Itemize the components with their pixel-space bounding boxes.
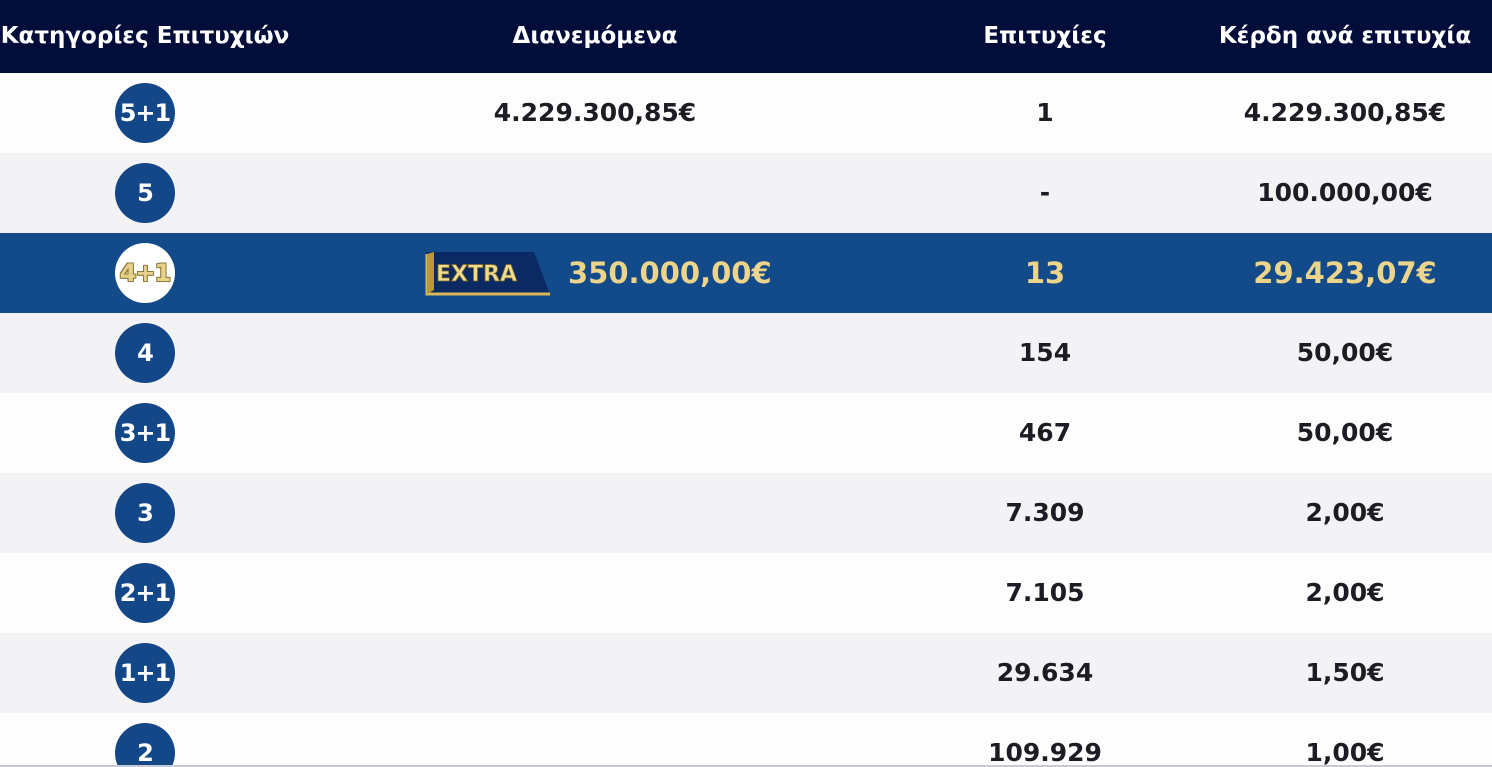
winners-count: 7.309 [1005, 498, 1085, 527]
prize-amount: 50,00€ [1296, 418, 1394, 447]
prize-amount: 2,00€ [1305, 578, 1385, 607]
winners-count: 1 [1036, 98, 1054, 127]
distributed-amount [445, 153, 745, 233]
category-badge: 2 [115, 723, 175, 767]
extra-logo: EXTRA [425, 252, 550, 296]
header-category: Κατηγορίες Επιτυχιών [0, 23, 290, 49]
prize-amount: 4.229.300,85€ [1243, 98, 1447, 127]
prize-amount: 2,00€ [1305, 498, 1385, 527]
table-row: 2+1 7.105 2,00€ [0, 553, 1492, 633]
distributed-amount [445, 553, 745, 633]
winners-count: 7.105 [1005, 578, 1085, 607]
header-distributed: Διανεμόμενα [512, 23, 678, 49]
table-row: 5+1 4.229.300,85€ 1 4.229.300,85€ [0, 73, 1492, 153]
distributed-amount [445, 473, 745, 553]
winners-count: 467 [1018, 418, 1072, 447]
winners-count: 29.634 [996, 658, 1094, 687]
category-badge: 3 [115, 483, 175, 543]
header-winners: Επιτυχίες [983, 23, 1107, 49]
category-badge: 1+1 [115, 643, 175, 703]
distributed-amount [445, 713, 745, 767]
winners-count: - [1039, 178, 1051, 207]
distributed-amount [445, 633, 745, 713]
distributed-amount: 4.229.300,85€ [493, 98, 697, 127]
table-header: Κατηγορίες Επιτυχιών Διανεμόμενα Επιτυχί… [0, 0, 1492, 73]
winners-count: 109.929 [988, 738, 1102, 767]
distributed-amount [445, 393, 745, 473]
distributed-amount [445, 313, 745, 393]
prize-amount: 1,50€ [1305, 658, 1385, 687]
table-row: 1+1 29.634 1,50€ [0, 633, 1492, 713]
prize-amount: 1,00€ [1305, 738, 1385, 767]
header-prize-per-winner: Κέρδη ανά επιτυχία [1218, 23, 1472, 49]
prize-amount: 50,00€ [1296, 338, 1394, 367]
category-badge: 4 [115, 323, 175, 383]
category-badge: 5 [115, 163, 175, 223]
table-row: 2 109.929 1,00€ [0, 713, 1492, 767]
bottom-divider [0, 765, 1492, 767]
extra-logo-text: EXTRA [436, 262, 517, 287]
prize-amount: 100.000,00€ [1257, 178, 1433, 207]
table-row: 4 154 50,00€ [0, 313, 1492, 393]
category-badge: 3+1 [115, 403, 175, 463]
category-badge: 2+1 [115, 563, 175, 623]
category-badge: 5+1 [115, 83, 175, 143]
table-row: 3+1 467 50,00€ [0, 393, 1492, 473]
table-row-highlighted: 4+1 EXTRA 350.000,00€ 13 29.423,07€ [0, 233, 1492, 313]
winners-count: 13 [1024, 256, 1066, 290]
winners-count: 154 [1018, 338, 1072, 367]
category-badge: 4+1 [115, 243, 175, 303]
distributed-amount: 350.000,00€ [568, 256, 772, 290]
table-row: 5 - 100.000,00€ [0, 153, 1492, 233]
table-row: 3 7.309 2,00€ [0, 473, 1492, 553]
prize-amount: 29.423,07€ [1253, 256, 1437, 290]
